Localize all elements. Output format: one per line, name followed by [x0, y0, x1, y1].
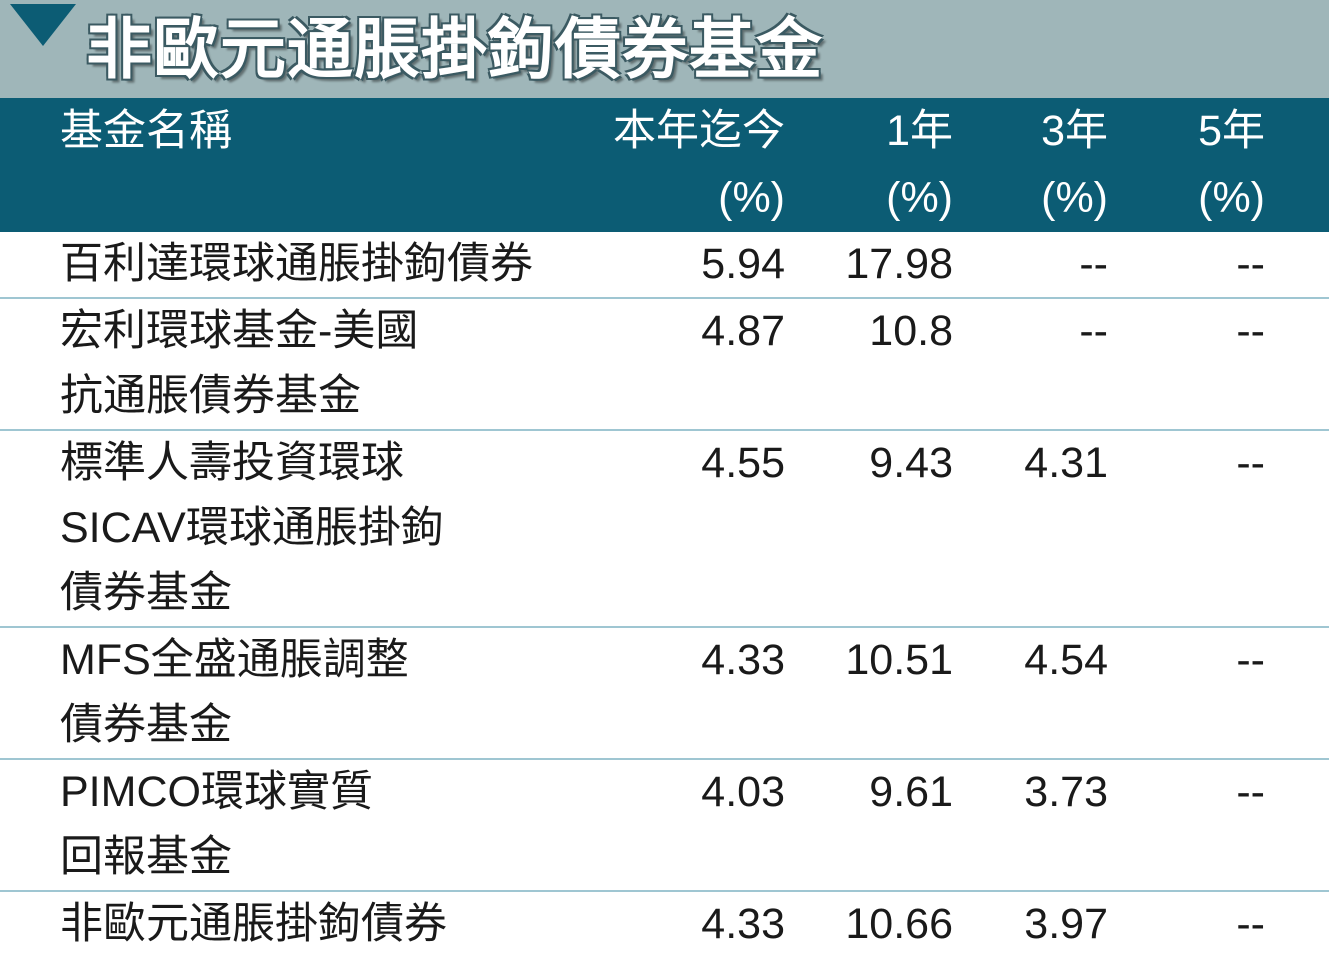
value-cell: --: [1108, 299, 1265, 429]
fund-name: 百利達環球通脹掛鉤債券: [0, 232, 590, 297]
text-line: 5年: [1198, 107, 1265, 155]
value-cell: --: [1108, 431, 1265, 626]
text-line: 10.66: [845, 900, 953, 948]
title-marker: [10, 4, 76, 46]
text-line: --: [1236, 439, 1265, 487]
value-cell: --: [953, 299, 1108, 429]
header-cell: 本年迄今 (%): [590, 98, 785, 232]
table-row: MFS全盛通脹調整 債券基金 4.33 10.51 4.54 --: [0, 628, 1329, 760]
text-line: --: [1236, 900, 1265, 948]
value-cell: 17.98: [785, 232, 953, 297]
text-line: --: [1236, 240, 1265, 288]
text-line: --: [1236, 768, 1265, 816]
text-line: 3年: [1041, 107, 1108, 155]
text-line: 4.31: [1024, 439, 1108, 487]
value-cell: 4.33: [590, 628, 785, 758]
fund-name: 標準人壽投資環球 SICAV環球通脹掛鉤 債券基金: [0, 431, 590, 626]
text-line: 17.98: [845, 240, 953, 288]
value-cell: --: [1108, 892, 1265, 955]
text-line: 回報基金: [60, 833, 232, 881]
text-line: 百利達環球通脹掛鉤債券: [60, 240, 533, 288]
text-line: 3.73: [1024, 768, 1108, 816]
text-line: 債券基金: [60, 569, 232, 617]
text-line: 本年迄今: [613, 107, 785, 155]
text-line: 9.61: [869, 768, 953, 816]
fund-name: MFS全盛通脹調整 債券基金: [0, 628, 590, 758]
text-line: 10.8: [869, 307, 953, 355]
text-line: 4.33: [701, 900, 785, 948]
table-body: 百利達環球通脹掛鉤債券 5.94 17.98 -- -- 宏利環球基金-美國 抗通脹債券基金…: [0, 232, 1329, 955]
text-line: 標準人壽投資環球: [60, 439, 404, 487]
header-cell: 5年 (%): [1108, 98, 1265, 232]
value-cell: 3.97: [953, 892, 1108, 955]
text-line: 4.54: [1024, 636, 1108, 684]
text-line: PIMCO環球實質: [60, 768, 373, 816]
value-cell: 3.73: [953, 760, 1108, 890]
value-cell: 10.51: [785, 628, 953, 758]
value-cell: 9.61: [785, 760, 953, 890]
text-line: --: [1079, 307, 1108, 355]
text-line: 基金名稱: [60, 107, 232, 155]
value-cell: 4.87: [590, 299, 785, 429]
value-cell: 10.66: [785, 892, 953, 955]
text-line: (%): [718, 174, 785, 222]
text-line: 非歐元通脹掛鉤債券: [60, 900, 447, 948]
table-header: 基金名稱 本年迄今 (%) 1年 (%) 3年 (%) 5年 (%): [0, 98, 1329, 232]
value-cell: --: [953, 232, 1108, 297]
header-cell: 1年 (%): [785, 98, 953, 232]
text-line: (%): [886, 174, 953, 222]
text-line: 4.33: [701, 636, 785, 684]
table-row: 標準人壽投資環球 SICAV環球通脹掛鉤 債券基金 4.55 9.43 4.31 --: [0, 431, 1329, 628]
text-line: MFS全盛通脹調整: [60, 636, 409, 684]
text-line: 4.55: [701, 439, 785, 487]
text-line: --: [1079, 240, 1108, 288]
value-cell: --: [1108, 760, 1265, 890]
value-cell: 9.43: [785, 431, 953, 626]
table-row: PIMCO環球實質 回報基金 4.03 9.61 3.73 --: [0, 760, 1329, 892]
value-cell: --: [1108, 628, 1265, 758]
text-line: 10.51: [845, 636, 953, 684]
text-line: 債券基金: [60, 701, 232, 749]
title: 非歐元通脹掛鉤債券基金: [86, 12, 823, 86]
text-line: 4.87: [701, 307, 785, 355]
text-line: (%): [1198, 174, 1265, 222]
fund-name: 宏利環球基金-美國 抗通脹債券基金: [0, 299, 590, 429]
text-line: 宏利環球基金-美國: [60, 307, 419, 355]
table-row: 宏利環球基金-美國 抗通脹債券基金 4.87 10.8 -- --: [0, 299, 1329, 431]
table-row: 百利達環球通脹掛鉤債券 5.94 17.98 -- --: [0, 232, 1329, 299]
text-line: (%): [1041, 174, 1108, 222]
title-bar: 非歐元通脹掛鉤債券基金: [0, 0, 1329, 98]
value-cell: 10.8: [785, 299, 953, 429]
value-cell: 4.55: [590, 431, 785, 626]
text-line: 3.97: [1024, 900, 1108, 948]
header-cell: 基金名稱: [0, 98, 590, 232]
text-line: SICAV環球通脹掛鉤: [60, 504, 444, 552]
header-cell: 3年 (%): [953, 98, 1108, 232]
text-line: 9.43: [869, 439, 953, 487]
value-cell: 4.33: [590, 892, 785, 955]
text-line: 4.03: [701, 768, 785, 816]
value-cell: --: [1108, 232, 1265, 297]
table-row: 非歐元通脹掛鉤債券 4.33 10.66 3.97 --: [0, 892, 1329, 955]
text-line: --: [1236, 307, 1265, 355]
text-line: 1年: [886, 107, 953, 155]
value-cell: 4.03: [590, 760, 785, 890]
text-line: 5.94: [701, 240, 785, 288]
value-cell: 4.54: [953, 628, 1108, 758]
text-line: --: [1236, 636, 1265, 684]
value-cell: 4.31: [953, 431, 1108, 626]
value-cell: 5.94: [590, 232, 785, 297]
fund-name: PIMCO環球實質 回報基金: [0, 760, 590, 890]
fund-name: 非歐元通脹掛鉤債券: [0, 892, 590, 955]
text-line: 抗通脹債券基金: [60, 372, 361, 420]
